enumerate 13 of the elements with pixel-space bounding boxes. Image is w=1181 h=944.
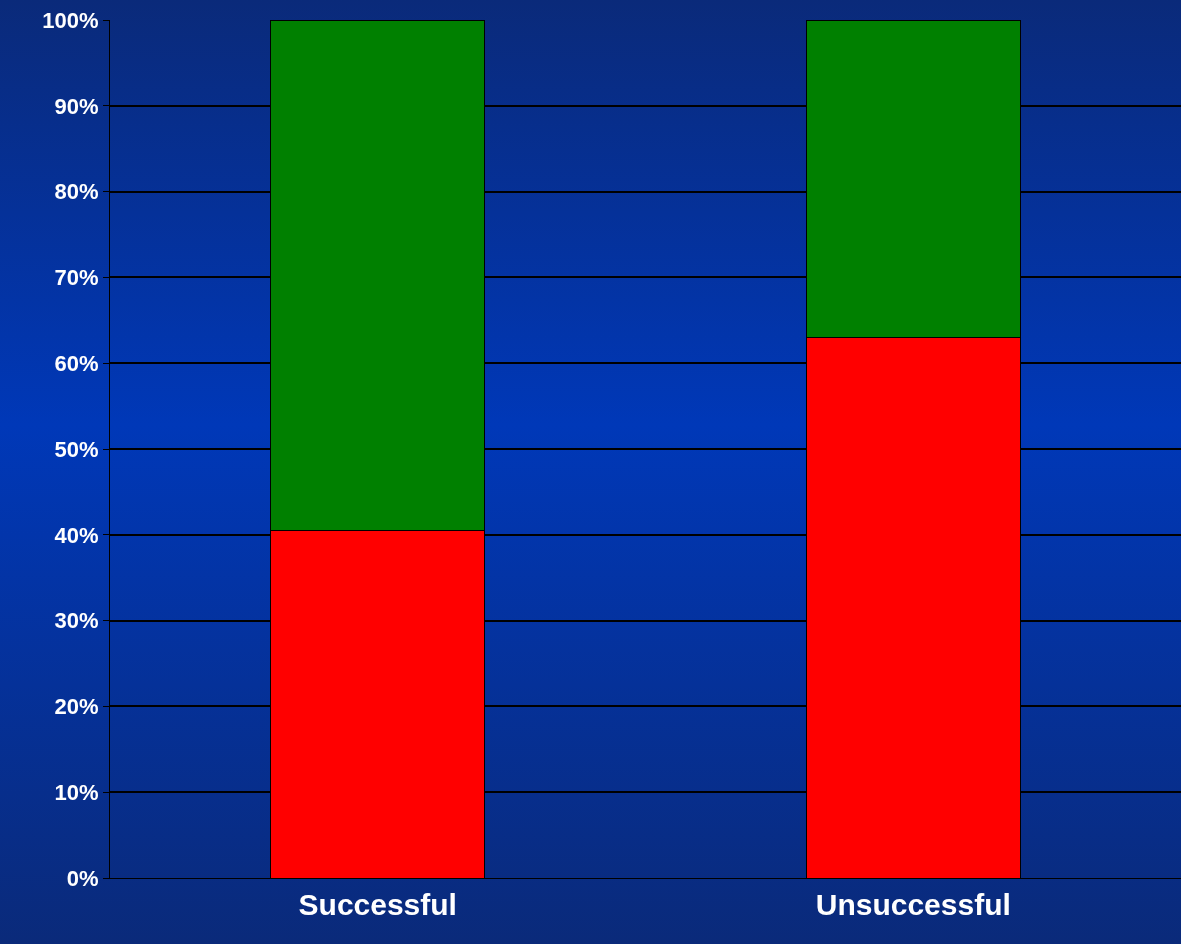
y-tick-label: 20% [54,694,99,720]
x-tick-label: Successful [298,888,457,921]
y-tick-label: 90% [54,93,99,119]
y-tick-label: 40% [54,522,99,548]
y-tick-label: 80% [54,179,99,205]
y-tick-label: 0% [66,865,99,891]
y-tick-label: 10% [54,779,99,805]
y-tick-label: 70% [54,265,99,291]
y-tick-label: 30% [54,608,99,634]
y-tick-label: 60% [54,350,99,376]
y-tick-label: 100% [42,7,99,33]
y-tick-label: 50% [54,436,99,462]
x-tick-label: Unsuccessful [815,888,1011,921]
